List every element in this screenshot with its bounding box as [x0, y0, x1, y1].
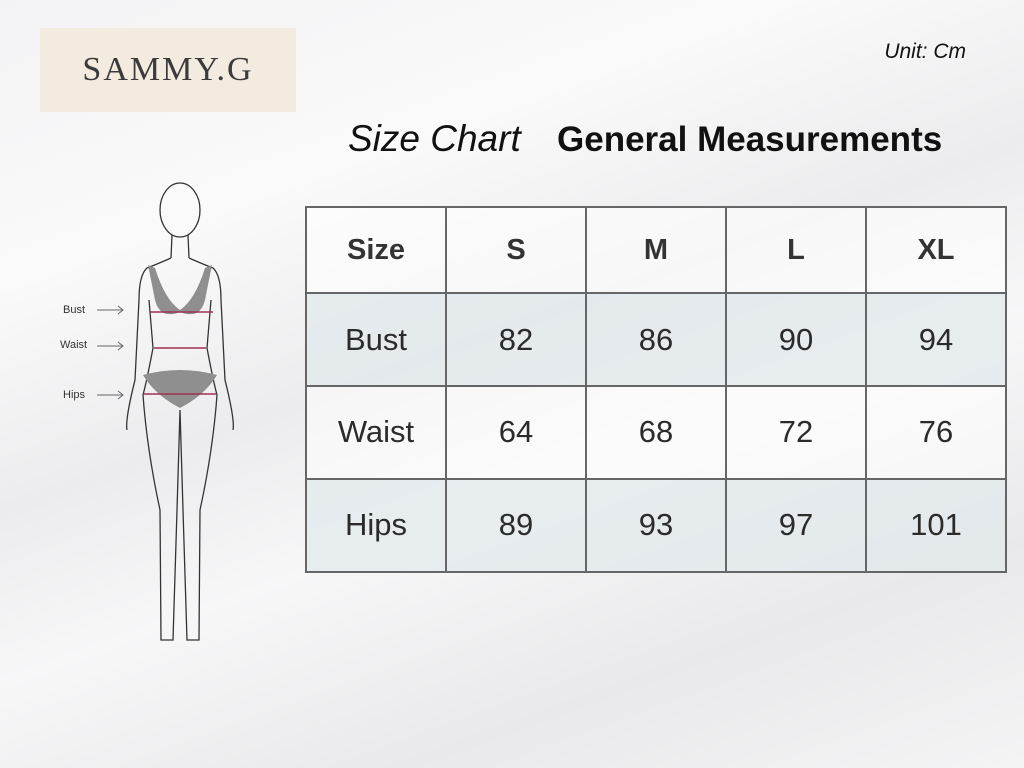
- table-cell: 101: [865, 477, 1007, 574]
- table-cell: 64: [445, 385, 587, 480]
- table-cell: 93: [585, 477, 727, 574]
- arrow-icon: [97, 305, 124, 315]
- arrow-icon: [97, 341, 124, 351]
- table-row: Bust 82 86 90 94: [305, 292, 1007, 387]
- table-cell: 90: [725, 292, 867, 387]
- size-table: Size S M L XL Bust 82 86 90 94 Waist 64 …: [305, 205, 1007, 574]
- table-cell: 76: [865, 385, 1007, 480]
- table-header-row: Size S M L XL: [305, 205, 1007, 295]
- header-cell: S: [445, 205, 587, 295]
- arrow-icon: [97, 390, 124, 400]
- row-label: Waist: [305, 385, 447, 480]
- header-cell: M: [585, 205, 727, 295]
- table-cell: 68: [585, 385, 727, 480]
- unit-label: Unit: Cm: [884, 40, 966, 63]
- label-hips: Hips: [63, 389, 86, 401]
- table-cell: 89: [445, 477, 587, 574]
- table-cell: 94: [865, 292, 1007, 387]
- row-label: Hips: [305, 477, 447, 574]
- title-bold: General Measurements: [557, 120, 943, 159]
- table-cell: 72: [725, 385, 867, 480]
- table-cell: 82: [445, 292, 587, 387]
- table-cell: 97: [725, 477, 867, 574]
- title-script: Size Chart: [348, 118, 521, 159]
- header-cell: L: [725, 205, 867, 295]
- row-label: Bust: [305, 292, 447, 387]
- brand-logo: SAMMY.G: [40, 28, 296, 112]
- header-cell: XL: [865, 205, 1007, 295]
- table-row: Hips 89 93 97 101: [305, 477, 1007, 574]
- page-title: Size Chart General Measurements: [348, 118, 942, 160]
- table-row: Waist 64 68 72 76: [305, 385, 1007, 480]
- label-waist: Waist: [60, 339, 87, 351]
- body-measurement-figure: Bust Waist Hips: [60, 182, 234, 641]
- label-bust: Bust: [63, 304, 85, 316]
- table-cell: 86: [585, 292, 727, 387]
- header-cell: Size: [305, 205, 447, 295]
